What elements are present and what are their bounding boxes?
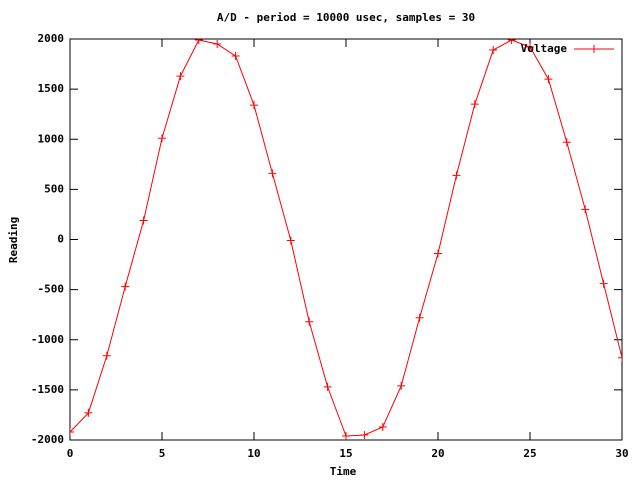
x-tick-label: 5 xyxy=(159,447,166,460)
y-tick-label: -2000 xyxy=(31,433,64,446)
x-tick-label: 10 xyxy=(247,447,260,460)
x-tick-label: 20 xyxy=(431,447,444,460)
point xyxy=(526,43,534,52)
point xyxy=(452,171,461,180)
point xyxy=(581,205,590,214)
point xyxy=(213,40,222,49)
point xyxy=(489,46,498,55)
point xyxy=(434,249,442,258)
point xyxy=(562,138,571,147)
legend-label: Voltage xyxy=(521,42,568,55)
plot-border xyxy=(69,38,623,441)
point xyxy=(378,422,387,431)
point xyxy=(158,134,166,143)
x-tick-label: 25 xyxy=(523,447,536,460)
point xyxy=(360,430,369,439)
y-tick-label: -1000 xyxy=(31,333,64,346)
y-tick-label: 1000 xyxy=(38,132,65,145)
point xyxy=(397,381,406,390)
point xyxy=(84,408,93,417)
x-tick-label: 15 xyxy=(339,447,352,460)
chart-title: A/D - period = 10000 usec, samples = 30 xyxy=(217,11,475,24)
point xyxy=(323,382,332,391)
point xyxy=(470,100,479,109)
point xyxy=(507,39,516,45)
point xyxy=(599,279,608,288)
point xyxy=(176,72,185,81)
point xyxy=(121,282,130,291)
y-tick-label: 0 xyxy=(57,233,64,246)
point xyxy=(342,431,350,440)
legend-marker xyxy=(590,45,598,53)
point xyxy=(618,353,622,362)
point xyxy=(102,351,111,360)
y-axis-label: Reading xyxy=(7,217,20,263)
point xyxy=(268,169,277,178)
x-tick-label: 30 xyxy=(615,447,628,460)
point xyxy=(231,52,240,61)
point xyxy=(250,101,258,110)
y-tick-label: 2000 xyxy=(38,32,65,45)
point xyxy=(544,75,553,84)
point xyxy=(194,39,203,45)
x-axis-label: Time xyxy=(330,465,357,478)
series-group xyxy=(70,39,622,440)
point xyxy=(286,236,295,245)
x-tick-label: 0 xyxy=(67,447,74,460)
point xyxy=(139,216,148,225)
y-tick-label: 1500 xyxy=(38,82,65,95)
point xyxy=(305,317,314,326)
point xyxy=(415,313,424,322)
y-tick-label: -500 xyxy=(38,283,65,296)
y-tick-label: -1500 xyxy=(31,383,64,396)
y-tick-label: 500 xyxy=(44,182,64,195)
point xyxy=(70,427,74,436)
line xyxy=(70,39,622,437)
